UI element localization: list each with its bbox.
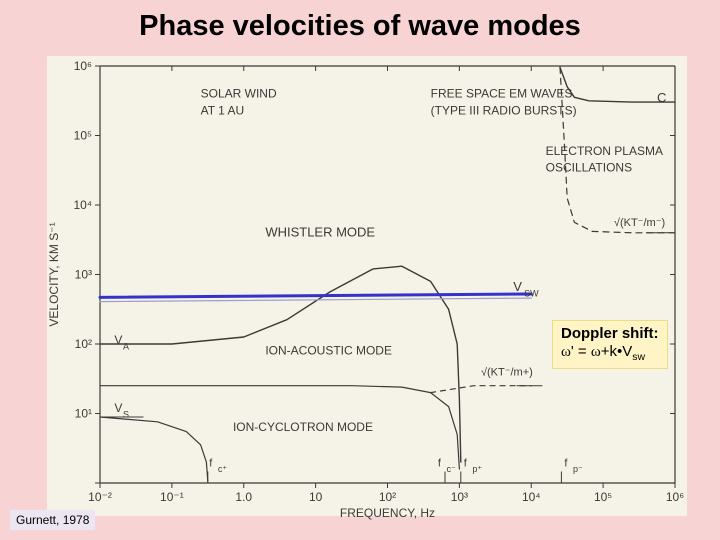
kv: +k•V bbox=[601, 343, 633, 360]
svg-text:WHISTLER MODE: WHISTLER MODE bbox=[265, 224, 375, 239]
svg-text:10⁶: 10⁶ bbox=[74, 59, 92, 73]
svg-text:f: f bbox=[464, 457, 468, 469]
svg-text:V: V bbox=[114, 401, 122, 415]
svg-text:10³: 10³ bbox=[451, 490, 468, 504]
doppler-line1: Doppler shift: bbox=[561, 325, 659, 343]
svg-text:ION-ACOUSTIC MODE: ION-ACOUSTIC MODE bbox=[265, 343, 392, 357]
phase-velocity-chart: 10⁻² 10⁻¹ 1.0 10 10² 10³ 10⁴ 10⁵ 10⁶ 10¹ 10² 10³ 10⁴… bbox=[0, 0, 720, 540]
svg-text:c⁻: c⁻ bbox=[446, 464, 456, 474]
svg-text:A: A bbox=[123, 342, 129, 352]
svg-text:10: 10 bbox=[309, 490, 323, 504]
svg-text:10⁵: 10⁵ bbox=[74, 129, 92, 143]
svg-text:p⁺: p⁺ bbox=[472, 464, 482, 474]
sw-sub: sw bbox=[632, 351, 645, 363]
svg-text:f: f bbox=[564, 457, 568, 469]
svg-text:10⁶: 10⁶ bbox=[666, 490, 684, 504]
svg-text:10⁴: 10⁴ bbox=[522, 490, 541, 504]
svg-text:SOLAR WIND: SOLAR WIND bbox=[201, 86, 277, 100]
svg-text:(TYPE III RADIO BURSTS): (TYPE III RADIO BURSTS) bbox=[431, 104, 577, 118]
omega2: ω bbox=[591, 344, 601, 360]
svg-text:10⁻¹: 10⁻¹ bbox=[160, 490, 184, 504]
svg-text:c⁺: c⁺ bbox=[218, 464, 228, 474]
svg-text:V: V bbox=[513, 279, 522, 294]
svg-text:ELECTRON PLASMA: ELECTRON PLASMA bbox=[546, 144, 663, 158]
citation-label: Gurnett, 1978 bbox=[10, 510, 95, 530]
svg-text:VELOCITY, KM S⁻¹: VELOCITY, KM S⁻¹ bbox=[47, 222, 61, 326]
svg-text:10²: 10² bbox=[379, 490, 396, 504]
slide-root: Phase velocities of wave modes 10⁻²10⁻¹1… bbox=[0, 0, 720, 540]
svg-text:10²: 10² bbox=[75, 337, 92, 351]
svg-text:C: C bbox=[657, 90, 666, 105]
omega1: ω bbox=[561, 344, 571, 360]
prime-eq: ' = bbox=[571, 343, 591, 360]
svg-text:10⁵: 10⁵ bbox=[594, 490, 612, 504]
doppler-line2: ω' = ω+k•Vsw bbox=[561, 343, 659, 364]
svg-text:√(KT⁻/m⁻): √(KT⁻/m⁻) bbox=[614, 217, 665, 229]
svg-text:OSCILLATIONS: OSCILLATIONS bbox=[546, 161, 632, 175]
svg-text:S: S bbox=[123, 410, 129, 420]
svg-text:f: f bbox=[209, 457, 213, 469]
svg-text:1.0: 1.0 bbox=[235, 490, 252, 504]
svg-text:ION-CYCLOTRON MODE: ION-CYCLOTRON MODE bbox=[233, 420, 373, 434]
svg-text:10¹: 10¹ bbox=[75, 407, 92, 421]
svg-text:FREQUENCY, Hz: FREQUENCY, Hz bbox=[340, 506, 435, 520]
svg-text:SW: SW bbox=[524, 289, 539, 299]
svg-text:f: f bbox=[438, 457, 442, 469]
doppler-shift-box: Doppler shift: ω' = ω+k•Vsw bbox=[552, 320, 668, 369]
svg-text:FREE SPACE EM WAVES: FREE SPACE EM WAVES bbox=[431, 86, 573, 100]
svg-text:√(KT⁻/m+): √(KT⁻/m+) bbox=[481, 366, 533, 378]
svg-text:V: V bbox=[114, 333, 122, 347]
svg-text:10⁴: 10⁴ bbox=[73, 198, 92, 212]
svg-text:10³: 10³ bbox=[75, 268, 92, 282]
svg-text:p⁻: p⁻ bbox=[573, 464, 583, 474]
svg-text:AT 1 AU: AT 1 AU bbox=[201, 104, 245, 118]
svg-text:10⁻²: 10⁻² bbox=[88, 490, 112, 504]
